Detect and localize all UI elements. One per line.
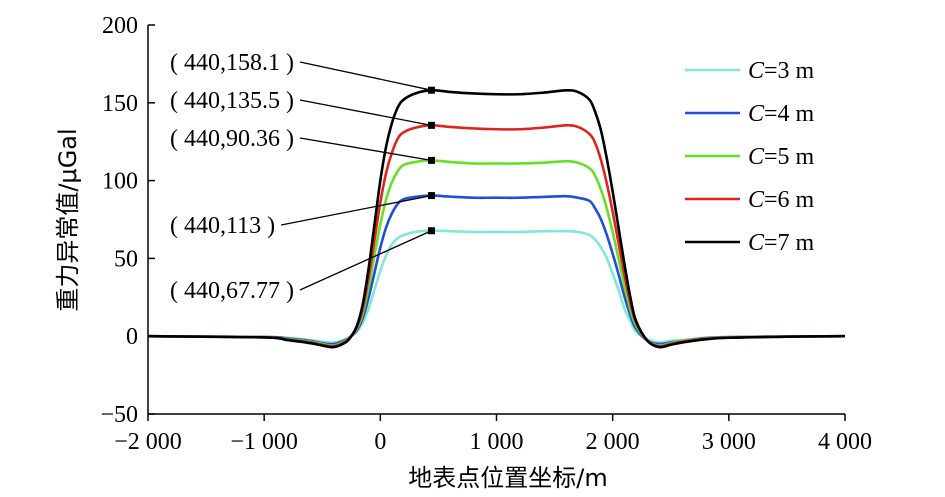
legend-label: C=6 m: [748, 187, 815, 213]
annotation-marker: [427, 121, 435, 129]
x-tick-label: −2 000: [114, 429, 182, 455]
series-line-5: [147, 88, 846, 349]
y-tick-label: 100: [102, 169, 138, 195]
annotation-marker: [427, 192, 435, 200]
annotation-label: ( 440,135.5 ): [170, 88, 294, 114]
x-tick-label: −1 000: [230, 429, 298, 455]
series-lines: [147, 88, 846, 349]
x-tick-label: 3 000: [702, 429, 756, 455]
annotation-leader-line: [280, 194, 432, 226]
legend-label: C=3 m: [748, 58, 815, 84]
x-tick-label: 1 000: [470, 429, 524, 455]
y-tick-label: 50: [114, 246, 138, 272]
annotation-label: ( 440,158.1 ): [170, 50, 294, 76]
annotation-label: ( 440,113 ): [170, 213, 275, 239]
y-tick-label: 0: [126, 324, 138, 350]
x-tick-label: 2 000: [586, 429, 640, 455]
legend-label: C=4 m: [748, 101, 815, 127]
annotations: ( 440,158.1 ) ( 440,135.5 ) ( 440,90.36 ) (…: [170, 50, 435, 304]
ticks: −2 000 −1 000 0 1 000 2 000 3 000 4 000 −50 0 50 1…: [100, 13, 872, 455]
annotation-label: ( 440,67.77 ): [170, 278, 294, 304]
y-tick-label: 200: [102, 13, 138, 39]
annotation-leader-line: [299, 137, 432, 162]
y-tick-label: 150: [102, 91, 138, 117]
annotation-leader-line: [299, 230, 432, 291]
annotation-label: ( 440,90.36 ): [170, 126, 294, 152]
x-tick-label: 4 000: [818, 429, 872, 455]
annotation-marker: [427, 86, 435, 94]
annotation-marker: [427, 156, 435, 164]
legend-label: C=7 m: [748, 230, 815, 256]
x-tick-label: 0: [374, 429, 386, 455]
annotation-marker: [427, 227, 435, 235]
y-tick-label: −50: [100, 402, 138, 428]
y-axis-title: 重力异常值/μGal: [54, 128, 82, 311]
x-axis-title: 地表点位置坐标/m: [408, 464, 607, 492]
annotation-leader-line: [299, 61, 432, 91]
legend: C=3 m C=4 m C=5 m C=6 m C=7 m: [685, 58, 815, 256]
annotation-leader-line: [299, 99, 432, 127]
legend-label: C=5 m: [748, 144, 815, 170]
